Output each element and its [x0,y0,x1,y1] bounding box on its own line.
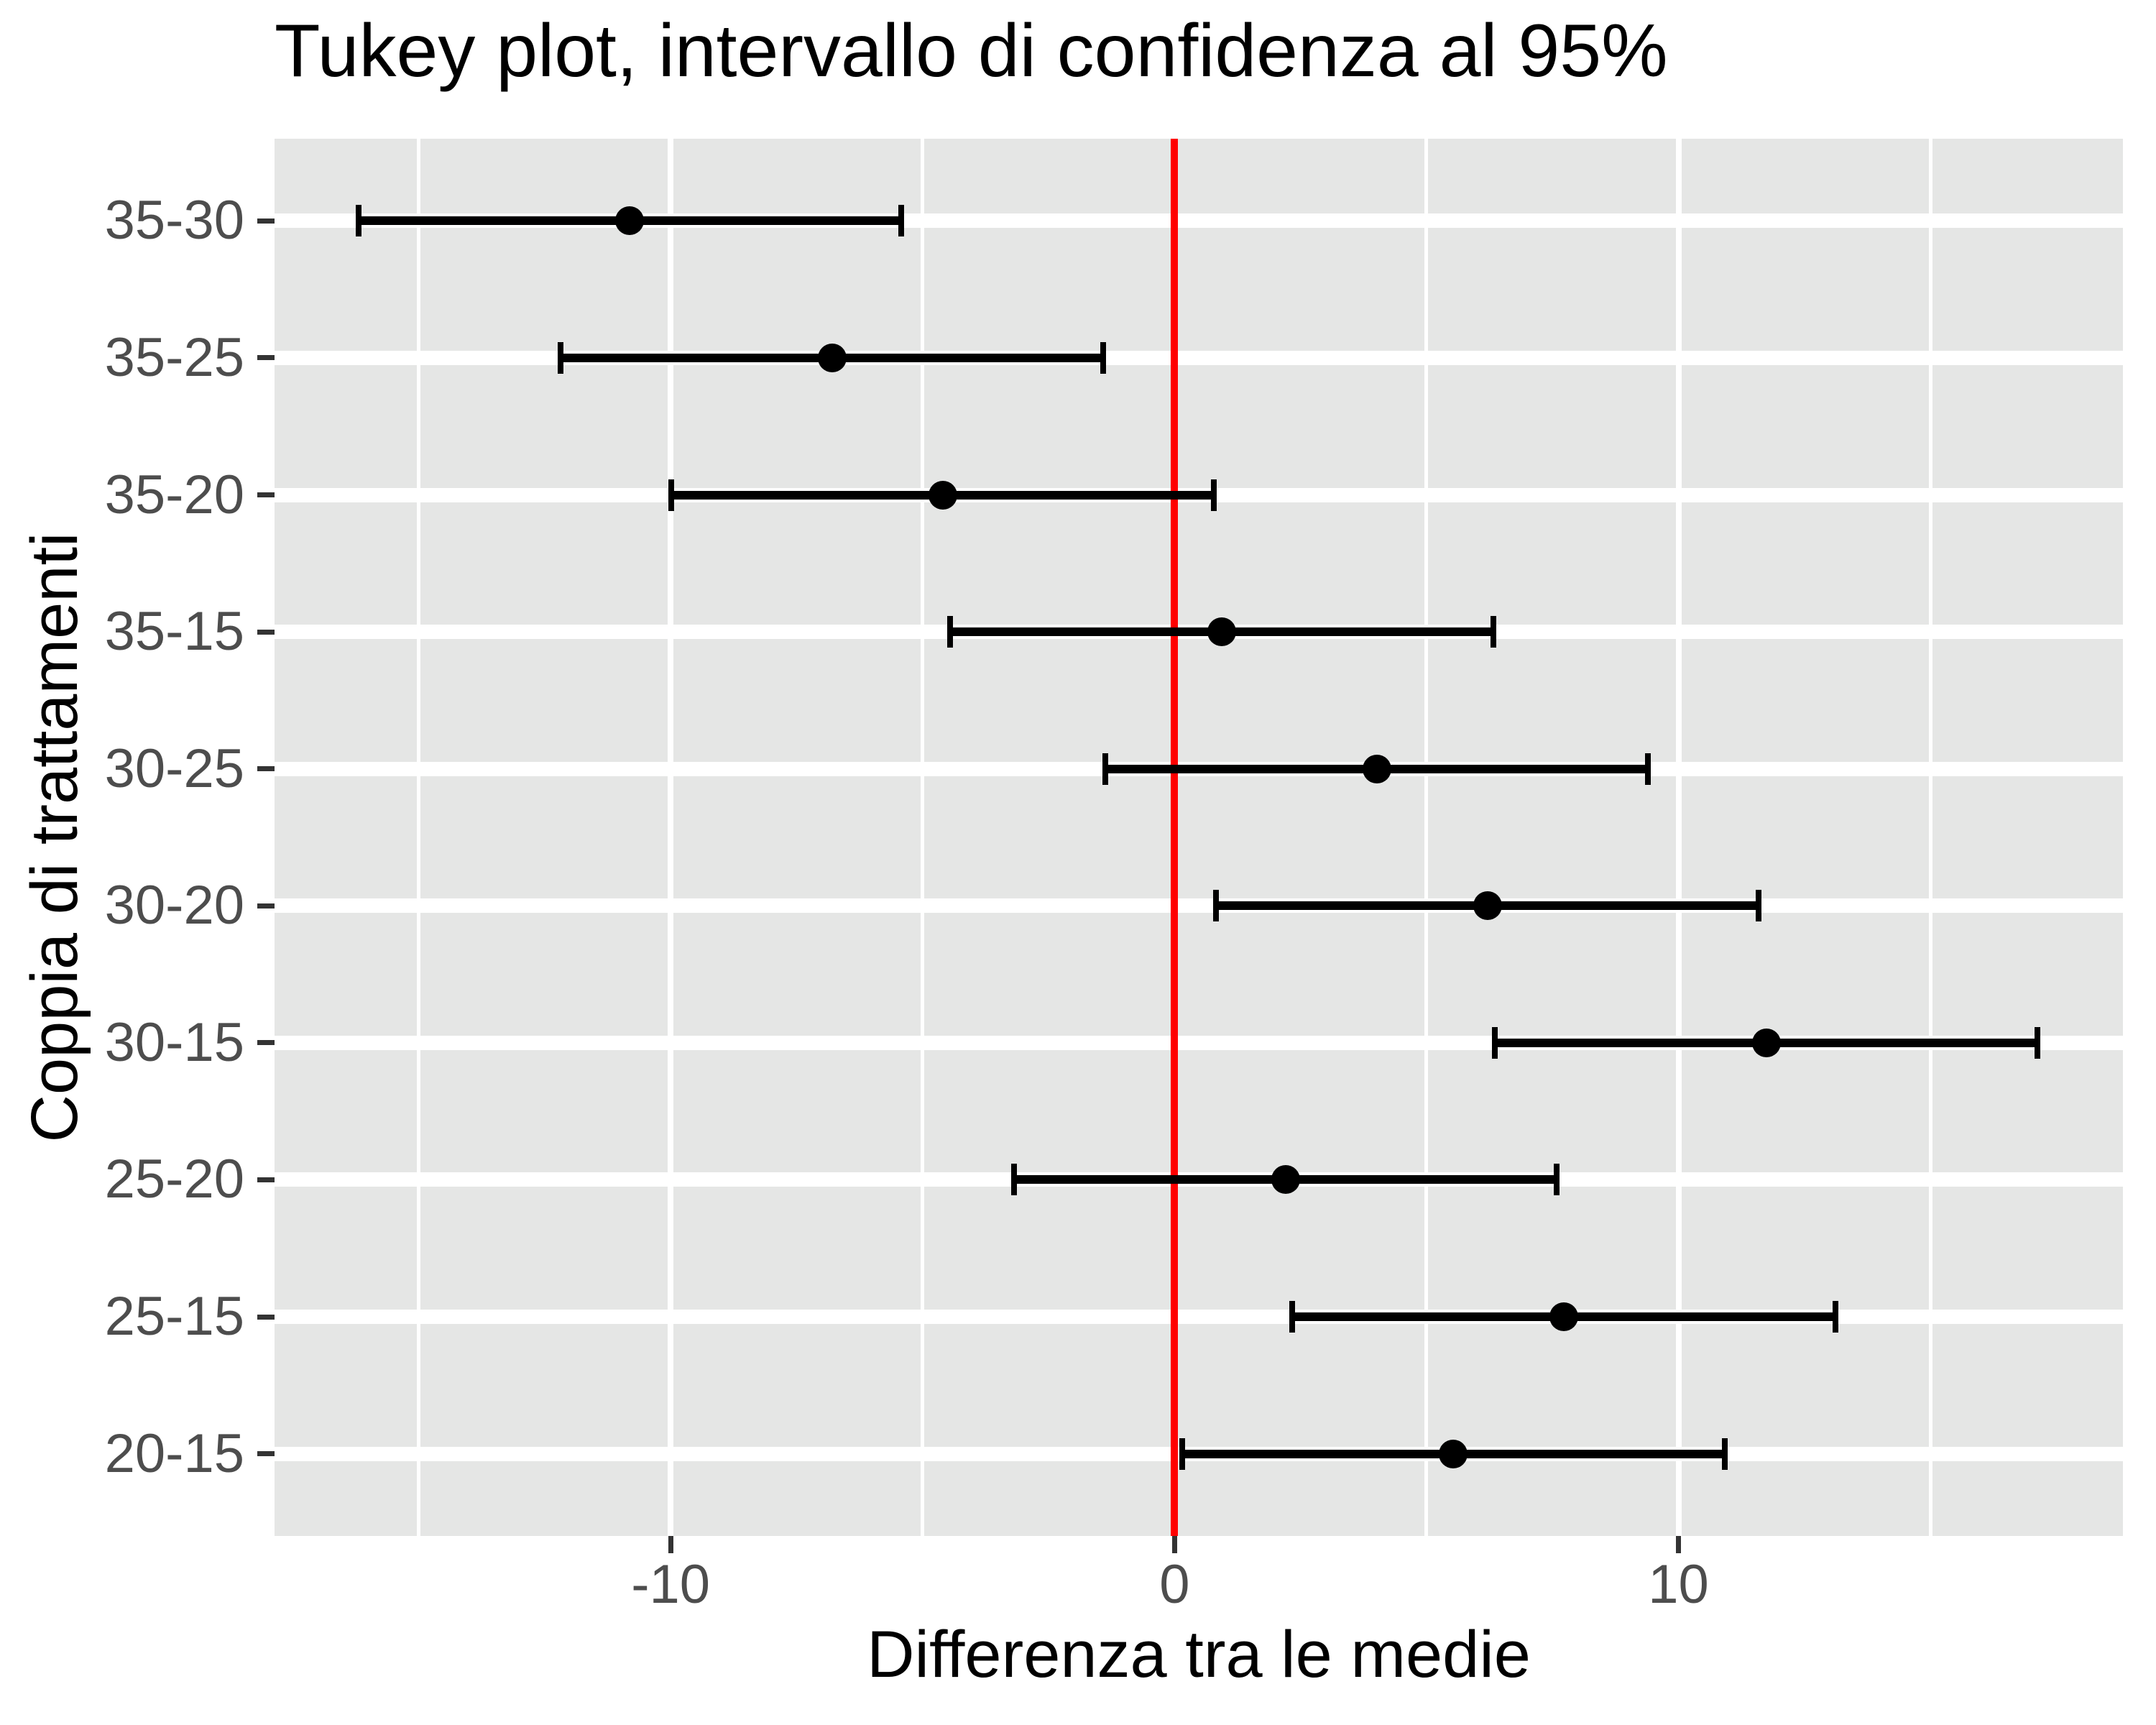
y-tick-label: 35-30 [104,190,244,252]
errorbar-cap-right [1490,616,1496,648]
errorbar-cap-left [668,479,674,511]
mean-point [1362,754,1391,783]
errorbar-cap-left [558,341,564,374]
x-axis-title: Differenza tra le medie [867,1618,1531,1691]
y-major-gridline [275,898,2123,914]
errorbar-cap-left [1102,753,1108,785]
mean-point [1207,617,1236,647]
x-major-gridline [668,139,674,1536]
mean-point [1473,891,1502,921]
mean-point [1751,1028,1781,1057]
zero-reference-line [1171,139,1179,1536]
x-minor-gridline [1424,139,1429,1536]
mean-point [928,480,957,510]
errorbar-cap-left [1179,1438,1185,1470]
errorbar-cap-right [1722,1438,1728,1470]
y-tick-mark [257,1451,275,1457]
mean-point [1439,1439,1468,1468]
mean-point [1271,1165,1300,1195]
y-tick-mark [257,218,275,224]
y-tick-mark [257,492,275,498]
mean-point [817,343,847,372]
y-tick-label: 25-20 [104,1149,244,1210]
y-tick-label: 25-15 [104,1286,244,1348]
y-tick-mark [257,903,275,908]
y-tick-mark [257,766,275,772]
errorbar-cap-left [1010,1164,1017,1196]
y-major-gridline [275,350,2123,365]
y-major-gridline [275,1310,2123,1325]
y-tick-label: 20-15 [104,1422,244,1484]
x-minor-gridline [1928,139,1932,1536]
y-tick-mark [257,1040,275,1046]
plot-title: Tukey plot, intervallo di confidenza al … [275,9,1668,93]
y-tick-label: 35-15 [104,601,244,663]
y-tick-label: 35-20 [104,464,244,525]
errorbar-cap-right [1100,341,1107,374]
errorbar-cap-right [1644,753,1651,785]
errorbar-cap-left [1289,1301,1296,1333]
errorbar-cap-left [947,616,954,648]
errorbar-cap-right [1756,890,1762,922]
x-tick-label: -10 [631,1554,711,1615]
mean-point [1549,1302,1579,1332]
x-major-gridline [1675,139,1682,1536]
errorbar-cap-right [1211,479,1217,511]
y-tick-label: 30-15 [104,1011,244,1073]
errorbar-cap-left [1491,1026,1498,1059]
y-tick-mark [257,355,275,361]
y-tick-mark [257,629,275,635]
errorbar-cap-left [1212,890,1219,922]
x-tick-mark [1171,1536,1177,1553]
x-tick-label: 10 [1648,1554,1709,1615]
y-tick-mark [257,1177,275,1182]
x-tick-mark [1676,1536,1682,1553]
y-tick-label: 30-20 [104,875,244,937]
x-minor-gridline [417,139,421,1536]
x-minor-gridline [921,139,925,1536]
errorbar-cap-right [898,205,905,237]
mean-point [615,206,645,236]
errorbar-cap-right [1832,1301,1838,1333]
errorbar-cap-right [2034,1026,2040,1059]
errorbar-cap-right [1553,1164,1560,1196]
x-tick-mark [668,1536,673,1553]
y-tick-label: 35-25 [104,326,244,388]
errorbar-cap-left [356,205,362,237]
plot-panel [275,139,2123,1536]
y-tick-label: 30-25 [104,737,244,799]
x-tick-label: 0 [1159,1554,1190,1615]
y-tick-mark [257,1314,275,1320]
